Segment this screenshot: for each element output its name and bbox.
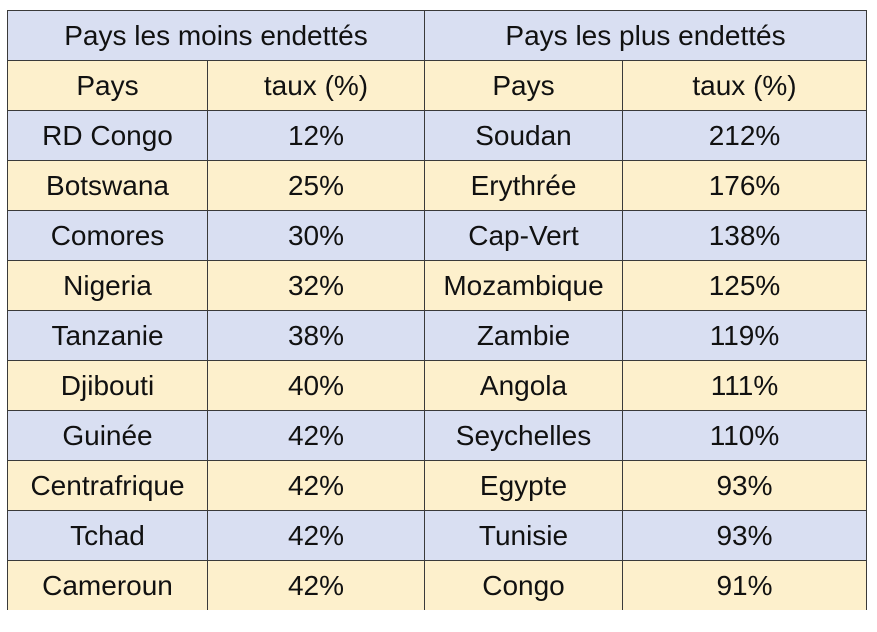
rate-cell-least: 42% bbox=[207, 510, 425, 561]
table-row: Nigeria 32% Mozambique 125% bbox=[7, 260, 868, 311]
rate-cell-least: 25% bbox=[207, 160, 425, 211]
country-cell-least: Tanzanie bbox=[7, 310, 208, 361]
rate-cell-least: 38% bbox=[207, 310, 425, 361]
country-cell-most: Tunisie bbox=[424, 510, 623, 561]
rate-cell-most: 93% bbox=[621, 460, 868, 511]
rate-cell-most: 125% bbox=[621, 260, 868, 311]
table-row: Comores 30% Cap-Vert 138% bbox=[7, 210, 868, 261]
rate-cell-most: 110% bbox=[621, 410, 868, 461]
column-header-taux-least: taux (%) bbox=[207, 60, 425, 111]
table-row: Guinée 42% Seychelles 110% bbox=[7, 410, 868, 461]
country-cell-most: Erythrée bbox=[424, 160, 623, 211]
column-header-taux-most: taux (%) bbox=[621, 60, 868, 111]
country-cell-least: Tchad bbox=[7, 510, 208, 561]
group-header-row: Pays les moins endettés Pays les plus en… bbox=[7, 10, 868, 61]
table-row: Botswana 25% Erythrée 176% bbox=[7, 160, 868, 211]
rate-cell-least: 42% bbox=[207, 460, 425, 511]
debt-table: Pays les moins endettés Pays les plus en… bbox=[7, 10, 868, 610]
rate-cell-least: 42% bbox=[207, 410, 425, 461]
country-cell-least: Guinée bbox=[7, 410, 208, 461]
column-header-row: Pays taux (%) Pays taux (%) bbox=[7, 60, 868, 111]
rate-cell-most: 93% bbox=[621, 510, 868, 561]
rate-cell-least: 32% bbox=[207, 260, 425, 311]
rate-cell-most: 138% bbox=[621, 210, 868, 261]
debt-table-container: Pays les moins endettés Pays les plus en… bbox=[7, 10, 868, 610]
rate-cell-least: 30% bbox=[207, 210, 425, 261]
country-cell-least: Nigeria bbox=[7, 260, 208, 311]
group-header-least: Pays les moins endettés bbox=[7, 10, 425, 61]
country-cell-least: Comores bbox=[7, 210, 208, 261]
country-cell-least: Centrafrique bbox=[7, 460, 208, 511]
table-row: Centrafrique 42% Egypte 93% bbox=[7, 460, 868, 511]
country-cell-least: Cameroun bbox=[7, 560, 208, 610]
table-row: Djibouti 40% Angola 111% bbox=[7, 360, 868, 411]
country-cell-most: Zambie bbox=[424, 310, 623, 361]
country-cell-least: RD Congo bbox=[7, 110, 208, 161]
table-row: Tchad 42% Tunisie 93% bbox=[7, 510, 868, 561]
column-header-pays-least: Pays bbox=[7, 60, 208, 111]
country-cell-most: Soudan bbox=[424, 110, 623, 161]
rate-cell-least: 42% bbox=[207, 560, 425, 610]
country-cell-most: Congo bbox=[424, 560, 623, 610]
country-cell-most: Angola bbox=[424, 360, 623, 411]
country-cell-most: Egypte bbox=[424, 460, 623, 511]
rate-cell-most: 111% bbox=[621, 360, 868, 411]
country-cell-least: Djibouti bbox=[7, 360, 208, 411]
country-cell-most: Cap-Vert bbox=[424, 210, 623, 261]
rate-cell-most: 176% bbox=[621, 160, 868, 211]
table-body: RD Congo 12% Soudan 212% Botswana 25% Erythrée… bbox=[7, 110, 868, 610]
column-header-pays-most: Pays bbox=[424, 60, 623, 111]
rate-cell-least: 40% bbox=[207, 360, 425, 411]
rate-cell-most: 91% bbox=[621, 560, 868, 610]
country-cell-most: Mozambique bbox=[424, 260, 623, 311]
rate-cell-least: 12% bbox=[207, 110, 425, 161]
rate-cell-most: 119% bbox=[621, 310, 868, 361]
table-row: Tanzanie 38% Zambie 119% bbox=[7, 310, 868, 361]
country-cell-most: Seychelles bbox=[424, 410, 623, 461]
country-cell-least: Botswana bbox=[7, 160, 208, 211]
table-row: Cameroun 42% Congo 91% bbox=[7, 560, 868, 610]
group-header-most: Pays les plus endettés bbox=[423, 10, 868, 61]
table-row: RD Congo 12% Soudan 212% bbox=[7, 110, 868, 161]
rate-cell-most: 212% bbox=[621, 110, 868, 161]
